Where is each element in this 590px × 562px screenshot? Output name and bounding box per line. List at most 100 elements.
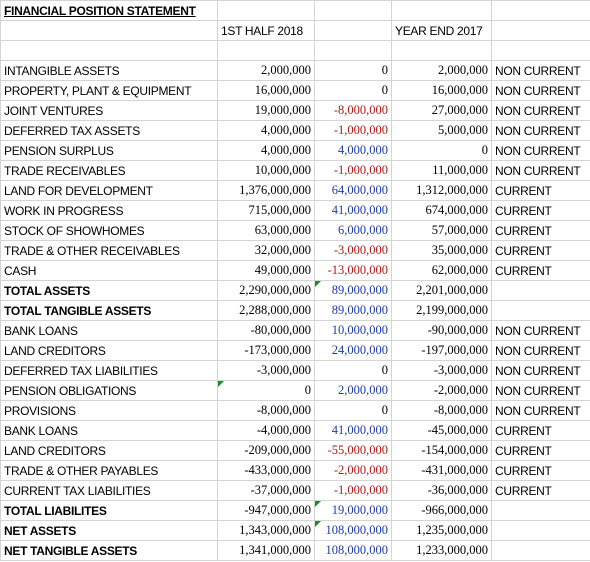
value-1st-half-2018[interactable]: 2,288,000,000 xyxy=(217,300,315,321)
value-year-end-2017[interactable]: -154,000,000 xyxy=(391,440,492,461)
row-label[interactable]: BANK LOANS xyxy=(0,320,218,341)
value-change[interactable]: 108,000,000 xyxy=(314,540,392,561)
classification[interactable]: NON CURRENT xyxy=(491,160,590,181)
row-label[interactable]: LAND CREDITORS xyxy=(0,340,218,361)
row-label[interactable]: TOTAL ASSETS xyxy=(0,280,218,301)
value-year-end-2017[interactable]: -36,000,000 xyxy=(391,480,492,501)
value-year-end-2017[interactable]: 1,233,000,000 xyxy=(391,540,492,561)
classification[interactable]: NON CURRENT xyxy=(491,400,590,421)
row-label[interactable]: WORK IN PROGRESS xyxy=(0,200,218,221)
classification[interactable] xyxy=(491,300,590,321)
value-1st-half-2018[interactable]: -80,000,000 xyxy=(217,320,315,341)
value-change[interactable]: 0 xyxy=(314,60,392,81)
value-year-end-2017[interactable]: 57,000,000 xyxy=(391,220,492,241)
value-year-end-2017[interactable]: 16,000,000 xyxy=(391,80,492,101)
value-change[interactable]: 0 xyxy=(314,400,392,421)
value-year-end-2017[interactable]: 27,000,000 xyxy=(391,100,492,121)
value-1st-half-2018[interactable]: 1,341,000,000 xyxy=(217,540,315,561)
value-change[interactable]: 6,000,000 xyxy=(314,220,392,241)
value-change[interactable]: 4,000,000 xyxy=(314,140,392,161)
empty-cell[interactable] xyxy=(391,40,492,61)
classification[interactable]: NON CURRENT xyxy=(491,120,590,141)
classification[interactable]: CURRENT xyxy=(491,220,590,241)
value-1st-half-2018[interactable]: 4,000,000 xyxy=(217,140,315,161)
value-1st-half-2018[interactable]: 16,000,000 xyxy=(217,80,315,101)
value-change[interactable]: -8,000,000 xyxy=(314,100,392,121)
header-year-end-2017[interactable]: YEAR END 2017 xyxy=(391,20,492,41)
value-change[interactable]: 0 xyxy=(314,360,392,381)
classification[interactable]: CURRENT xyxy=(491,420,590,441)
value-change[interactable]: 2,000,000 xyxy=(314,380,392,401)
classification[interactable]: NON CURRENT xyxy=(491,340,590,361)
value-1st-half-2018[interactable]: 1,376,000,000 xyxy=(217,180,315,201)
value-change[interactable]: 89,000,000 xyxy=(314,280,392,301)
value-1st-half-2018[interactable]: -37,000,000 xyxy=(217,480,315,501)
empty-cell[interactable] xyxy=(491,0,590,21)
classification[interactable] xyxy=(491,280,590,301)
classification[interactable] xyxy=(491,540,590,561)
row-label[interactable]: CURRENT TAX LIABILITIES xyxy=(0,480,218,501)
value-change[interactable]: -13,000,000 xyxy=(314,260,392,281)
classification[interactable] xyxy=(491,520,590,541)
row-label[interactable]: LAND CREDITORS xyxy=(0,440,218,461)
value-year-end-2017[interactable]: 5,000,000 xyxy=(391,120,492,141)
row-label[interactable]: TRADE RECEIVABLES xyxy=(0,160,218,181)
classification[interactable]: CURRENT xyxy=(491,200,590,221)
classification[interactable]: NON CURRENT xyxy=(491,100,590,121)
row-label[interactable]: NET ASSETS xyxy=(0,520,218,541)
value-year-end-2017[interactable]: 674,000,000 xyxy=(391,200,492,221)
empty-cell[interactable] xyxy=(314,40,392,61)
value-year-end-2017[interactable]: -90,000,000 xyxy=(391,320,492,341)
value-1st-half-2018[interactable]: 2,000,000 xyxy=(217,60,315,81)
value-1st-half-2018[interactable]: 2,290,000,000 xyxy=(217,280,315,301)
row-label[interactable]: JOINT VENTURES xyxy=(0,100,218,121)
value-year-end-2017[interactable]: 2,201,000,000 xyxy=(391,280,492,301)
classification[interactable]: CURRENT xyxy=(491,240,590,261)
value-change[interactable]: 10,000,000 xyxy=(314,320,392,341)
empty-cell[interactable] xyxy=(217,0,315,21)
row-label[interactable]: LAND FOR DEVELOPMENT xyxy=(0,180,218,201)
value-year-end-2017[interactable]: -966,000,000 xyxy=(391,500,492,521)
value-year-end-2017[interactable]: 1,312,000,000 xyxy=(391,180,492,201)
value-change[interactable]: -1,000,000 xyxy=(314,480,392,501)
empty-cell[interactable] xyxy=(217,40,315,61)
value-change[interactable]: 89,000,000 xyxy=(314,300,392,321)
value-1st-half-2018[interactable]: 4,000,000 xyxy=(217,120,315,141)
value-1st-half-2018[interactable]: 715,000,000 xyxy=(217,200,315,221)
value-change[interactable]: -1,000,000 xyxy=(314,120,392,141)
classification[interactable]: CURRENT xyxy=(491,480,590,501)
value-1st-half-2018[interactable]: 0 xyxy=(217,380,315,401)
classification[interactable]: CURRENT xyxy=(491,440,590,461)
value-1st-half-2018[interactable]: 32,000,000 xyxy=(217,240,315,261)
row-label[interactable]: BANK LOANS xyxy=(0,420,218,441)
value-change[interactable]: 41,000,000 xyxy=(314,200,392,221)
classification[interactable]: NON CURRENT xyxy=(491,140,590,161)
value-year-end-2017[interactable]: -431,000,000 xyxy=(391,460,492,481)
value-change[interactable]: 19,000,000 xyxy=(314,500,392,521)
row-label[interactable]: PROVISIONS xyxy=(0,400,218,421)
value-1st-half-2018[interactable]: 1,343,000,000 xyxy=(217,520,315,541)
value-change[interactable]: 41,000,000 xyxy=(314,420,392,441)
empty-cell[interactable] xyxy=(314,20,392,41)
value-change[interactable]: 108,000,000 xyxy=(314,520,392,541)
row-label[interactable]: PENSION SURPLUS xyxy=(0,140,218,161)
value-year-end-2017[interactable]: 1,235,000,000 xyxy=(391,520,492,541)
header-1st-half-2018[interactable]: 1ST HALF 2018 xyxy=(217,20,315,41)
value-1st-half-2018[interactable]: -209,000,000 xyxy=(217,440,315,461)
classification[interactable]: CURRENT xyxy=(491,180,590,201)
value-change[interactable]: -3,000,000 xyxy=(314,240,392,261)
value-year-end-2017[interactable]: 62,000,000 xyxy=(391,260,492,281)
value-year-end-2017[interactable]: -8,000,000 xyxy=(391,400,492,421)
value-1st-half-2018[interactable]: 10,000,000 xyxy=(217,160,315,181)
row-label[interactable]: NET TANGIBLE ASSETS xyxy=(0,540,218,561)
value-change[interactable]: 0 xyxy=(314,80,392,101)
value-1st-half-2018[interactable]: -3,000,000 xyxy=(217,360,315,381)
value-1st-half-2018[interactable]: 63,000,000 xyxy=(217,220,315,241)
value-year-end-2017[interactable]: 2,000,000 xyxy=(391,60,492,81)
sheet-title[interactable]: FINANCIAL POSITION STATEMENT xyxy=(0,0,218,21)
value-change[interactable]: -2,000,000 xyxy=(314,460,392,481)
row-label[interactable]: PENSION OBLIGATIONS xyxy=(0,380,218,401)
value-year-end-2017[interactable]: 11,000,000 xyxy=(391,160,492,181)
empty-cell[interactable] xyxy=(0,20,218,41)
row-label[interactable]: INTANGIBLE ASSETS xyxy=(0,60,218,81)
